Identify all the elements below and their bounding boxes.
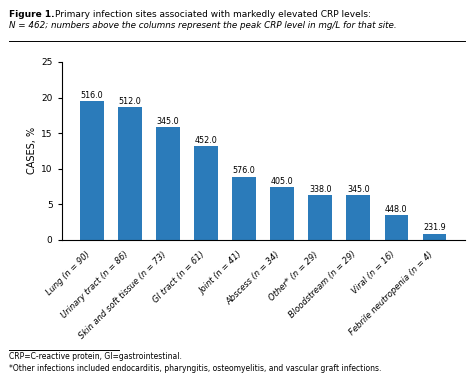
Text: Figure 1.: Figure 1. <box>9 10 55 19</box>
Text: 516.0: 516.0 <box>81 91 103 100</box>
Text: 345.0: 345.0 <box>347 185 370 194</box>
Bar <box>384 215 408 240</box>
Bar <box>346 195 370 240</box>
Y-axis label: CASES, %: CASES, % <box>27 127 37 175</box>
Bar <box>118 108 142 240</box>
Text: 345.0: 345.0 <box>156 117 179 127</box>
Text: 448.0: 448.0 <box>385 205 408 214</box>
Text: N = 462; numbers above the columns represent the peak CRP level in mg/L for that: N = 462; numbers above the columns repre… <box>9 21 397 30</box>
Bar <box>80 101 103 240</box>
Bar <box>309 195 332 240</box>
Text: CRP=C-reactive protein, GI=gastrointestinal.: CRP=C-reactive protein, GI=gastrointesti… <box>9 352 182 361</box>
Bar <box>156 127 180 240</box>
Bar <box>232 176 256 240</box>
Text: 338.0: 338.0 <box>309 185 331 194</box>
Text: 452.0: 452.0 <box>195 136 218 145</box>
Text: 231.9: 231.9 <box>423 223 446 233</box>
Bar <box>194 146 218 240</box>
Text: 405.0: 405.0 <box>271 177 293 186</box>
Text: 512.0: 512.0 <box>118 98 141 106</box>
Bar <box>270 187 294 240</box>
Text: Primary infection sites associated with markedly elevated CRP levels:: Primary infection sites associated with … <box>55 10 370 19</box>
Text: 576.0: 576.0 <box>233 166 255 175</box>
Bar <box>423 233 446 240</box>
Text: *Other infections included endocarditis, pharyngitis, osteomyelitis, and vascula: *Other infections included endocarditis,… <box>9 364 382 373</box>
